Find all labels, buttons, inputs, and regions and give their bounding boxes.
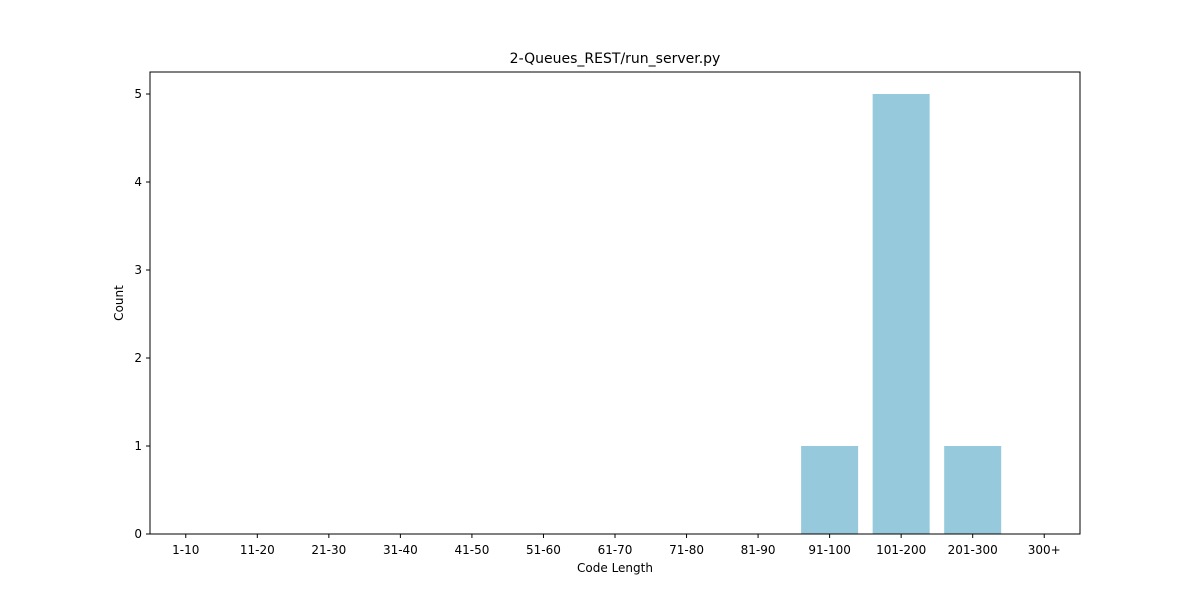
y-axis: 0 1 2 3 4 5 [134,87,150,541]
x-tick-label: 81-90 [741,543,776,557]
bar-91-100 [801,446,859,534]
x-tick-label: 91-100 [808,543,851,557]
x-tick-label: 31-40 [383,543,418,557]
x-tick-label: 51-60 [526,543,561,557]
x-tick-label: 71-80 [669,543,704,557]
x-tick-label: 21-30 [311,543,346,557]
bar-201-300 [944,446,1002,534]
y-tick-label: 3 [134,263,142,277]
y-tick-label: 0 [134,527,142,541]
bars-group [801,94,1002,534]
x-axis: 1-10 11-20 21-30 31-40 41-50 51-60 61-70 71-80 8… [172,534,1061,557]
plot-frame [149,71,1081,535]
y-tick-label: 2 [134,351,142,365]
x-tick-label: 11-20 [240,543,275,557]
x-tick-label: 1-10 [172,543,199,557]
x-tick-label: 300+ [1028,543,1061,557]
y-tick-label: 1 [134,439,142,453]
chart-title: 2-Queues_REST/run_server.py [510,51,721,67]
x-tick-label: 61-70 [598,543,633,557]
y-tick-label: 5 [134,87,142,101]
x-tick-label: 101-200 [876,543,926,557]
bar-101-200 [872,94,930,534]
y-tick-label: 4 [134,175,142,189]
x-tick-label: 201-300 [948,543,998,557]
x-tick-label: 41-50 [454,543,489,557]
x-axis-label: Code Length [577,561,653,575]
y-axis-label: Count [112,285,126,321]
